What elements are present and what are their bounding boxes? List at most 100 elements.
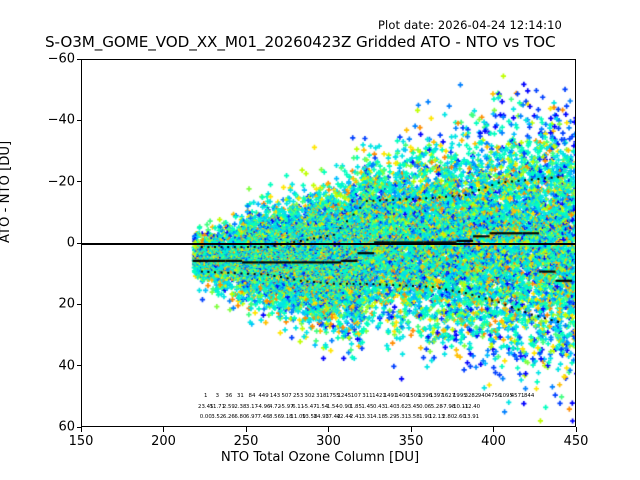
- statistics-cell: 143: [269, 392, 281, 399]
- x-tick-mark: [493, 427, 495, 432]
- statistics-cell: 36: [225, 392, 233, 399]
- statistics-cell: 2.41: [349, 414, 362, 421]
- statistics-cell: 0.06: [419, 403, 432, 410]
- statistics-cell: -0.90: [337, 403, 352, 410]
- page-title: S-O3M_GOME_VOD_XX_M01_20260423Z Gridded …: [45, 33, 556, 51]
- x-tick-label: 200: [151, 434, 176, 449]
- y-tick-label: −20: [47, 174, 75, 190]
- statistics-cell: 1245: [337, 392, 352, 399]
- statistics-cell: 940: [477, 392, 489, 399]
- plot-clip-region: 1 3 36 31 84 449 143 507 253 302 318 1755 1245 107 311…: [82, 60, 575, 426]
- statistics-row: 1 3 36 31 84 449 143 507 253 302 318 1755 1245 107 311…: [82, 392, 575, 400]
- plot-axes: 1 3 36 31 84 449 143 507 253 302 318 1755 1245 107 311…: [81, 59, 576, 427]
- statistics-cell: 3: [215, 392, 220, 399]
- zero-reference-line: [82, 243, 575, 245]
- statistics-cell: 107: [350, 392, 362, 399]
- statistics-cell: 3282: [464, 392, 479, 399]
- statistics-cell: 3.52: [211, 414, 224, 421]
- statistics-cell: 4756: [487, 392, 502, 399]
- statistics-cell: 17.42: [325, 414, 341, 421]
- statistics-cell: 507: [281, 392, 292, 399]
- y-tick-mark: [76, 58, 81, 60]
- statistics-cell: 13.58: [301, 414, 318, 421]
- statistics-cell: 1.40: [384, 403, 397, 410]
- statistics-cell: 4571: [510, 392, 525, 399]
- statistics-cell: 2.38: [234, 403, 247, 410]
- statistics-cell: 1409: [395, 392, 409, 399]
- statistics-cell: 5.28: [430, 403, 443, 410]
- statistics-cell: 31: [236, 392, 244, 399]
- statistics-cell: 2.59: [222, 403, 235, 410]
- statistics-cell: 3.31: [361, 414, 374, 421]
- statistics-cell: 23.45: [198, 403, 214, 410]
- statistics-cell: 0.00: [199, 414, 212, 421]
- statistics-cell: 1755: [325, 392, 340, 399]
- statistics-cell: 1095: [499, 392, 513, 399]
- statistics-cell: 3.62: [396, 403, 409, 410]
- statistics-cell: 11.71: [209, 403, 226, 410]
- x-axis-label: NTO Total Ozone Column [DU]: [220, 450, 420, 465]
- statistics-cell: 1491: [383, 392, 398, 399]
- statistics-cell: 6.26: [222, 414, 235, 421]
- statistics-cell: -4.96: [256, 403, 271, 410]
- y-tick-label: 40: [58, 358, 75, 374]
- statistics-cell: -7.98: [441, 403, 456, 410]
- statistics-row: 23.45 11.71 2.59 2.38 3.17 -4.96 4.72 -5.97 6.11…: [82, 403, 575, 411]
- statistics-cell: -12.40: [462, 403, 481, 410]
- y-tick-mark: [76, 365, 81, 367]
- statistics-cell: 5.29: [384, 414, 397, 421]
- statistics-cell: 302: [304, 392, 315, 399]
- y-tick-mark: [76, 181, 81, 183]
- statistics-cell: 14.93: [313, 414, 329, 421]
- statistics-cell: 42.44: [336, 414, 353, 421]
- statistics-cell: 3.45: [407, 403, 420, 410]
- statistics-cell: 3.17: [245, 403, 258, 410]
- x-tick-label: 350: [398, 434, 424, 449]
- statistics-cell: 318: [316, 392, 327, 399]
- statistics-cell: 7.46: [257, 414, 270, 421]
- statistics-cell: 844: [523, 392, 535, 399]
- statistics-cell: 4.72: [269, 403, 282, 410]
- y-tick-mark: [76, 119, 81, 121]
- statistics-cell: 5.31: [396, 414, 409, 421]
- statistics-cell: 3.58: [407, 414, 420, 421]
- statistics-cell: 11.09: [290, 414, 306, 421]
- x-tick-mark: [575, 427, 577, 432]
- x-tick-mark: [245, 427, 247, 432]
- x-tick-label: 250: [233, 434, 259, 449]
- x-tick-mark: [328, 427, 330, 432]
- y-tick-mark: [76, 242, 81, 244]
- statistics-cell: 1627: [441, 392, 456, 399]
- x-tick-mark: [80, 427, 82, 432]
- statistics-lines-layer: [82, 60, 575, 426]
- statistics-cell: 449: [258, 392, 269, 399]
- statistics-cell: 6.97: [245, 414, 258, 421]
- statistics-cell: -10.11: [451, 403, 469, 410]
- statistics-cell: 1: [204, 392, 208, 399]
- statistics-cell: 1.45: [361, 403, 374, 410]
- y-tick-label: −40: [47, 112, 75, 128]
- statistics-cell: -5.47: [302, 403, 317, 410]
- x-tick-label: 150: [68, 434, 94, 449]
- y-tick-mark: [76, 303, 81, 305]
- x-tick-label: 400: [481, 434, 506, 449]
- statistics-cell: 1421: [372, 392, 386, 399]
- statistics-cell: 0.43: [372, 403, 386, 410]
- statistics-cell: 2.60: [453, 414, 466, 421]
- statistics-cell: 1397: [429, 392, 444, 399]
- statistics-cell: 1995: [452, 392, 467, 399]
- statistics-cell: 13.91: [463, 414, 480, 421]
- y-tick-label: 60: [58, 419, 75, 435]
- statistics-cell: 9.18: [280, 414, 293, 421]
- statistics-cell: 2.80: [442, 414, 455, 421]
- statistics-cell: 8.56: [269, 414, 282, 421]
- statistics-cell: 4.18: [372, 414, 386, 421]
- y-axis-label: ATO - NTO [DU]: [0, 140, 13, 243]
- statistics-cell: 1.90: [419, 414, 432, 421]
- x-tick-mark: [163, 427, 165, 432]
- y-tick-label: −60: [47, 51, 75, 67]
- statistics-cell: -1.54: [314, 403, 329, 410]
- statistics-cell: 84: [248, 392, 256, 399]
- statistics-cell: 311: [362, 392, 373, 399]
